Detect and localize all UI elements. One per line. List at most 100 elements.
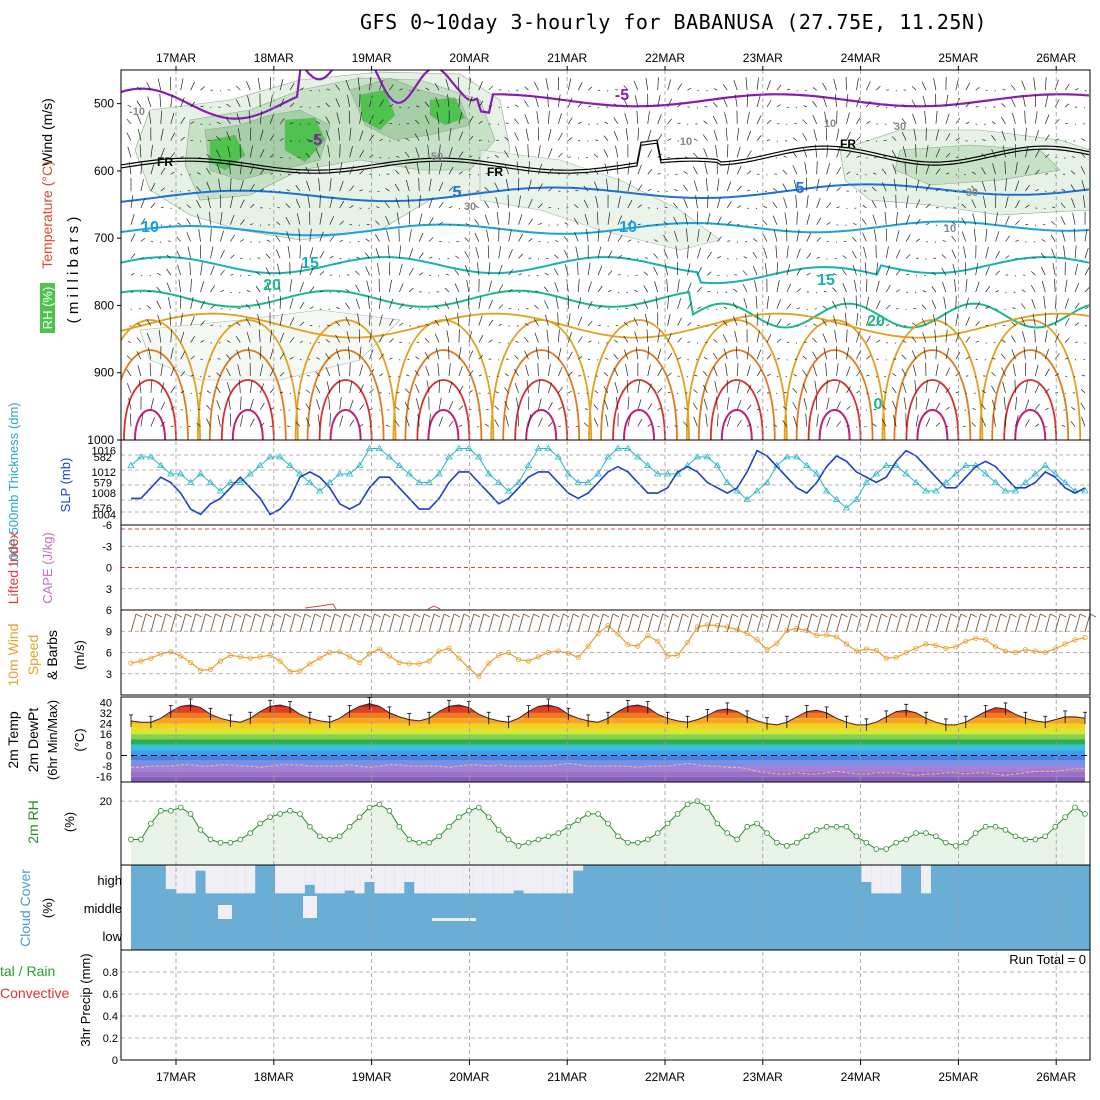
upper-wind-barb xyxy=(825,363,827,377)
wind-speed-point xyxy=(665,653,671,659)
date-label-bottom: 25MAR xyxy=(938,1070,978,1084)
contour-label: FR xyxy=(157,155,173,169)
upper-wind-barb xyxy=(627,239,632,242)
rh-region-light xyxy=(139,309,401,381)
upper-wind-barb xyxy=(237,128,241,141)
upper-wind-barb xyxy=(498,264,503,276)
wind-barb-flag xyxy=(205,613,212,618)
upper-wind-barb xyxy=(458,207,461,210)
upper-wind-barb xyxy=(467,207,470,209)
upper-wind-barb xyxy=(1025,419,1030,427)
upper-wind-barb xyxy=(266,239,271,242)
upper-wind-barb xyxy=(269,113,275,124)
upper-wind-barb xyxy=(813,323,817,326)
upper-wind-barb xyxy=(305,166,311,175)
upper-wind-barb xyxy=(325,339,330,343)
upper-wind-barb xyxy=(528,161,530,175)
rh2m-point xyxy=(317,833,323,840)
wind-barb xyxy=(220,613,226,633)
upper-wind-barb xyxy=(220,325,222,327)
thickness-point xyxy=(703,453,712,460)
upper-wind-barb xyxy=(587,140,589,142)
upper-wind-barb xyxy=(892,372,897,377)
upper-wind-barb xyxy=(796,268,802,276)
upper-wind-barb xyxy=(862,232,867,242)
upper-wind-barb xyxy=(160,382,165,394)
upper-wind-barb xyxy=(943,296,947,309)
isotherm-arch-darkorange xyxy=(991,349,1070,440)
wind-barb xyxy=(945,613,952,633)
upper-wind-barb xyxy=(826,182,831,192)
wind-barb-flag xyxy=(990,613,997,618)
rh2m-point xyxy=(366,804,373,811)
upper-wind-barb xyxy=(727,220,732,225)
wind-barb xyxy=(657,613,664,633)
upper-wind-barb xyxy=(396,155,400,158)
upper-wind-barb xyxy=(836,381,840,394)
rh2m-point xyxy=(227,839,234,846)
ylabel-rh-unit: (%) xyxy=(62,812,77,832)
thickness-point xyxy=(981,470,990,477)
upper-wind-barb xyxy=(239,161,243,175)
upper-wind-barb xyxy=(932,314,937,326)
wind-barb xyxy=(995,613,1001,633)
wind-barb xyxy=(756,613,763,633)
upper-wind-barb xyxy=(993,414,996,427)
upper-wind-barb xyxy=(836,186,841,192)
upper-wind-barb xyxy=(965,316,970,326)
wind-speed-point xyxy=(913,645,919,651)
upper-wind-barb xyxy=(574,231,579,242)
upper-wind-barb xyxy=(428,237,434,242)
upper-wind-barb xyxy=(955,391,960,394)
cloud-gap-bar xyxy=(344,865,355,891)
upper-wind-barb xyxy=(613,103,619,108)
upper-wind-barb xyxy=(942,239,947,242)
upper-wind-barb xyxy=(545,314,549,326)
upper-wind-barb xyxy=(707,308,709,310)
upper-wind-barb xyxy=(475,247,480,259)
upper-wind-barb xyxy=(409,325,412,327)
upper-wind-barb xyxy=(677,357,682,360)
upper-wind-barb xyxy=(583,422,589,427)
upper-wind-barb xyxy=(1073,140,1076,142)
isotherm-10 xyxy=(121,220,1090,237)
upper-wind-barb xyxy=(514,118,519,125)
upper-wind-barb xyxy=(130,213,135,225)
upper-wind-barb xyxy=(438,258,441,260)
upper-wind-barb xyxy=(414,119,420,125)
upper-wind-barb xyxy=(885,106,888,109)
upper-wind-barb xyxy=(697,228,700,242)
upper-wind-barb xyxy=(126,118,132,125)
upper-wind-barb xyxy=(564,222,569,226)
wind-barb xyxy=(478,613,485,633)
upper-wind-barb xyxy=(1033,241,1036,243)
wind-barb-flag xyxy=(672,613,679,618)
ylabel-total-rain: tal / Rain xyxy=(0,963,55,979)
upper-wind-barb xyxy=(190,296,194,309)
upper-wind-barb xyxy=(971,185,976,192)
upper-wind-barb xyxy=(776,375,779,378)
ylabel-cloud-unit: (%) xyxy=(40,898,55,918)
upper-wind-barb xyxy=(375,248,380,259)
upper-wind-barb xyxy=(625,128,629,141)
upper-wind-barb xyxy=(806,252,812,259)
wind-speed-point xyxy=(535,654,542,660)
upper-wind-barb xyxy=(895,249,901,259)
upper-wind-barb xyxy=(147,96,152,108)
upper-wind-barb xyxy=(1080,152,1086,158)
upper-wind-barb xyxy=(279,174,282,176)
upper-wind-barb xyxy=(1015,200,1020,209)
upper-wind-barb xyxy=(180,97,185,108)
upper-wind-barb xyxy=(654,239,658,242)
upper-wind-barb xyxy=(945,152,951,158)
upper-wind-barb xyxy=(418,177,420,192)
rh2m-point xyxy=(326,836,333,843)
upper-wind-barb xyxy=(508,211,511,225)
upper-wind-barb xyxy=(584,408,589,411)
upper-wind-barb xyxy=(248,346,251,360)
upper-wind-barb xyxy=(198,229,201,242)
wind-speed-point xyxy=(416,661,422,667)
wind-barb-flag xyxy=(453,613,461,618)
upper-wind-barb xyxy=(1064,298,1069,309)
upper-wind-barb xyxy=(1083,358,1086,361)
